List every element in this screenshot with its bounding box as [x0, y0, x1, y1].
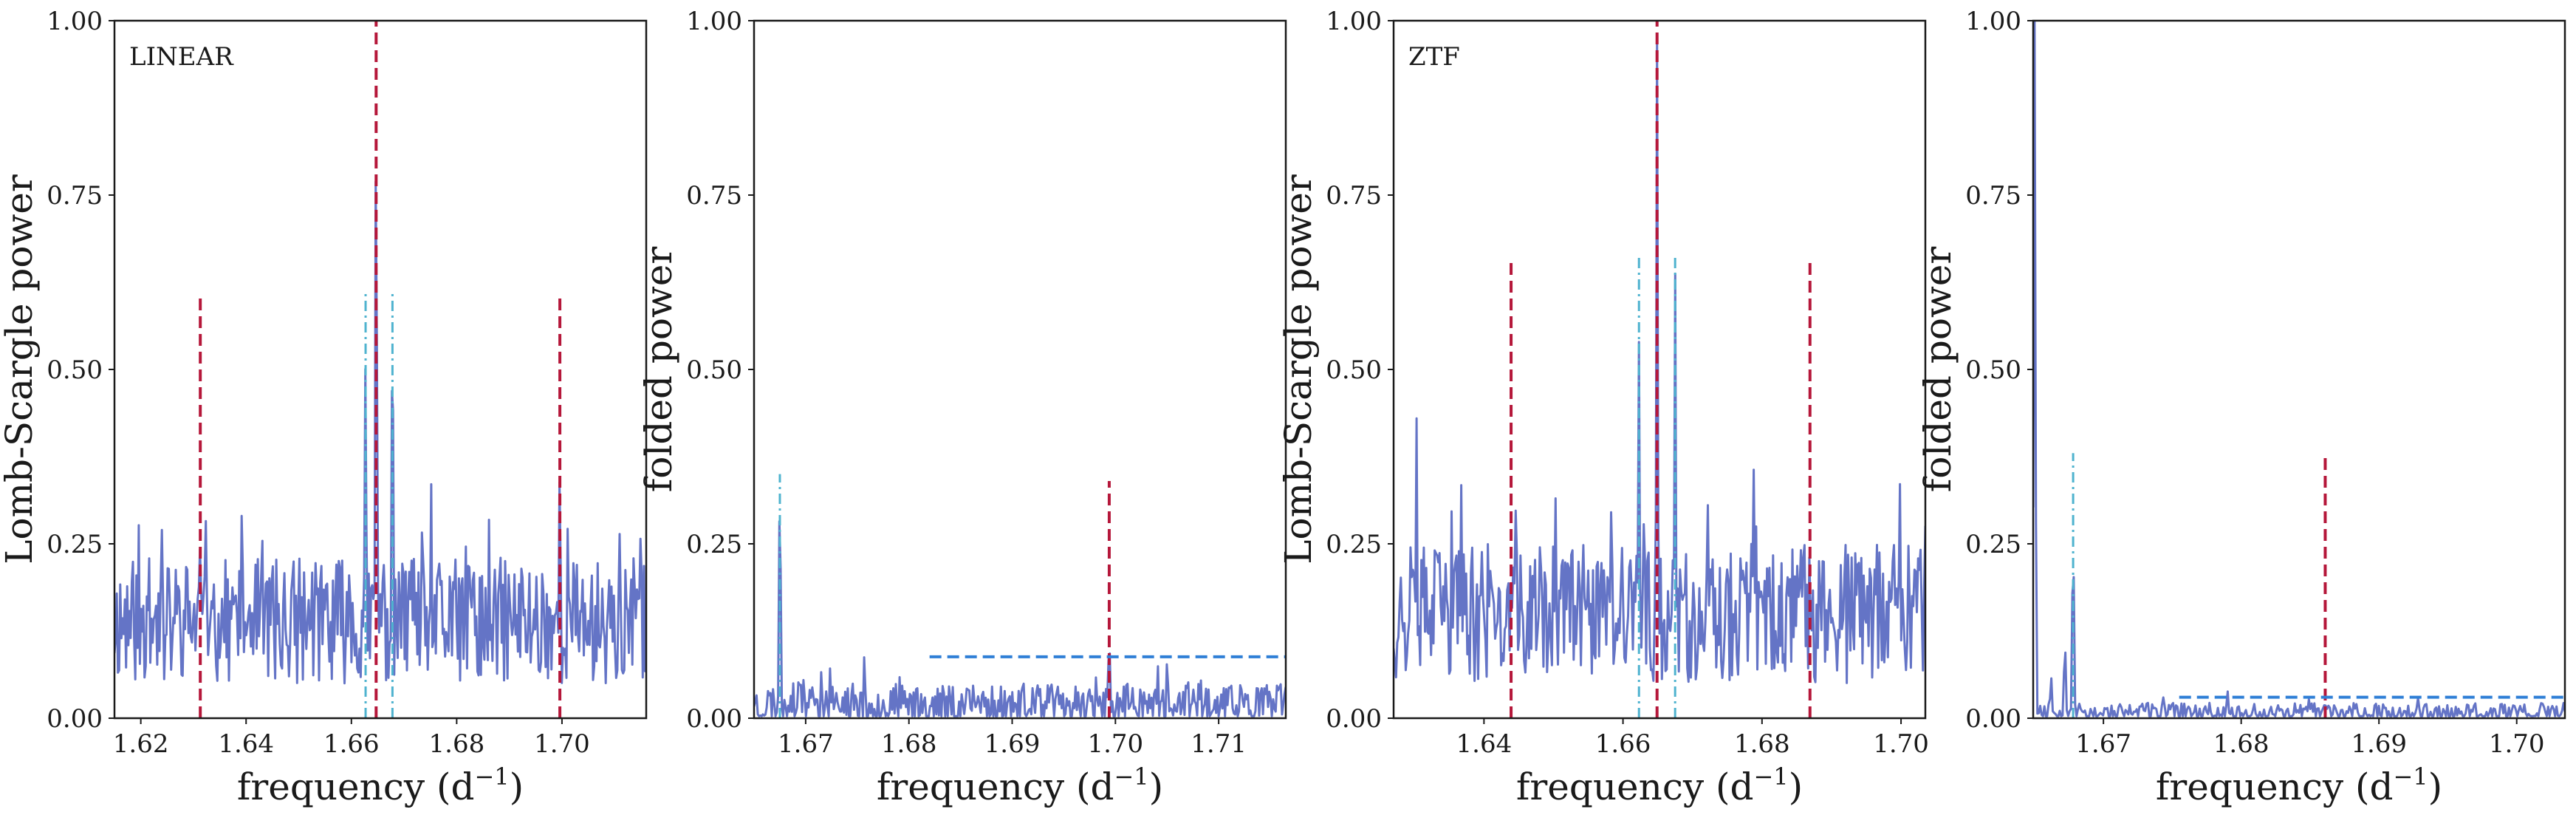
x-axis-title-exponent: −1: [474, 763, 509, 791]
panel-1: 1.62 1.64 1.66 1.68 1.70 0.00 0.25 0.50 0.75 1.00…: [0, 7, 648, 808]
x-axis-title: frequency (d−1): [237, 763, 524, 808]
y-tick-label: 0.25: [1965, 530, 2021, 559]
panel-label: ZTF: [1408, 42, 1460, 72]
x-tick-label: 1.68: [1734, 729, 1790, 759]
power-series-line: [754, 520, 1286, 717]
power-series-line: [114, 180, 646, 685]
x-axis-title: frequency (d−1): [2156, 763, 2442, 808]
y-tick-label: 0.75: [686, 181, 742, 211]
y-tick-label: 1.00: [1326, 7, 1382, 36]
y-tick-label: 0.00: [686, 704, 742, 734]
y-axis-title: folded power: [637, 247, 680, 493]
x-axis-title-exponent: −1: [2393, 763, 2428, 791]
y-axis-title: folded power: [1916, 247, 1959, 493]
panel-3: 1.64 1.66 1.68 1.70 0.00 0.25 0.50 0.75 1.00 freq…: [1277, 7, 1929, 808]
x-tick-label: 1.64: [218, 729, 274, 759]
x-tick-label: 1.71: [1191, 729, 1247, 759]
panel-4: 1.67 1.68 1.69 1.70 0.00 0.25 0.50 0.75 1.00 freq…: [1916, 7, 2566, 808]
panel-2: 1.67 1.68 1.69 1.70 1.71 0.00 0.25 0.50 0.75 1.00…: [637, 7, 1287, 808]
x-axis-title-close: ): [1789, 765, 1803, 808]
x-axis-title: frequency (d−1): [877, 763, 1163, 808]
x-tick-label: 1.70: [1087, 729, 1143, 759]
x-tick-label: 1.67: [778, 729, 834, 759]
y-axis-title: Lomb-Scargle power: [0, 174, 41, 565]
y-tick-label: 0.25: [1326, 530, 1382, 559]
x-axis-title-text: frequency (d: [2156, 765, 2394, 808]
y-tick-label: 0.25: [686, 530, 742, 559]
x-tick-label: 1.68: [429, 729, 485, 759]
y-tick-label: 1.00: [47, 7, 103, 36]
x-tick-label: 1.66: [323, 729, 380, 759]
x-axis-title-text: frequency (d: [1516, 765, 1754, 808]
axes-frame: [753, 19, 1287, 720]
x-tick-label: 1.69: [2351, 729, 2407, 759]
x-tick-label: 1.70: [534, 729, 590, 759]
x-axis-title-exponent: −1: [1753, 763, 1788, 791]
x-axis-title-exponent: −1: [1114, 763, 1148, 791]
panel-label: LINEAR: [129, 42, 234, 72]
x-tick-label: 1.69: [984, 729, 1041, 759]
y-tick-label: 0.50: [47, 355, 103, 385]
y-tick-label: 0.50: [1326, 355, 1382, 385]
x-tick-label: 1.68: [881, 729, 937, 759]
x-axis-title-close: ): [510, 765, 524, 808]
y-tick-label: 0.75: [1965, 181, 2021, 211]
x-axis-title-close: ): [1149, 765, 1164, 808]
x-tick-label: 1.62: [113, 729, 169, 759]
y-tick-label: 1.00: [686, 7, 742, 36]
x-axis-title-close: ): [2428, 765, 2443, 808]
x-tick-label: 1.68: [2213, 729, 2270, 759]
x-tick-label: 1.70: [1873, 729, 1929, 759]
y-tick-label: 0.00: [47, 704, 103, 734]
y-tick-label: 0.50: [686, 355, 742, 385]
y-tick-label: 0.75: [1326, 181, 1382, 211]
x-axis-title: frequency (d−1): [1516, 763, 1803, 808]
y-tick-label: 0.50: [1965, 355, 2021, 385]
x-tick-label: 1.64: [1456, 729, 1513, 759]
x-tick-label: 1.70: [2489, 729, 2545, 759]
x-axis-title-text: frequency (d: [877, 765, 1114, 808]
y-tick-label: 0.75: [47, 181, 103, 211]
x-axis-title-text: frequency (d: [237, 765, 475, 808]
axes-frame: [2032, 19, 2566, 720]
y-tick-label: 0.00: [1326, 704, 1382, 734]
x-tick-label: 1.67: [2075, 729, 2131, 759]
y-tick-label: 0.00: [1965, 704, 2021, 734]
y-tick-label: 1.00: [1965, 7, 2021, 36]
power-series-line: [1394, 41, 1925, 684]
power-series-line: [2033, 21, 2565, 717]
y-tick-label: 0.25: [47, 530, 103, 559]
x-tick-label: 1.66: [1595, 729, 1651, 759]
y-axis-title: Lomb-Scargle power: [1277, 174, 1320, 565]
